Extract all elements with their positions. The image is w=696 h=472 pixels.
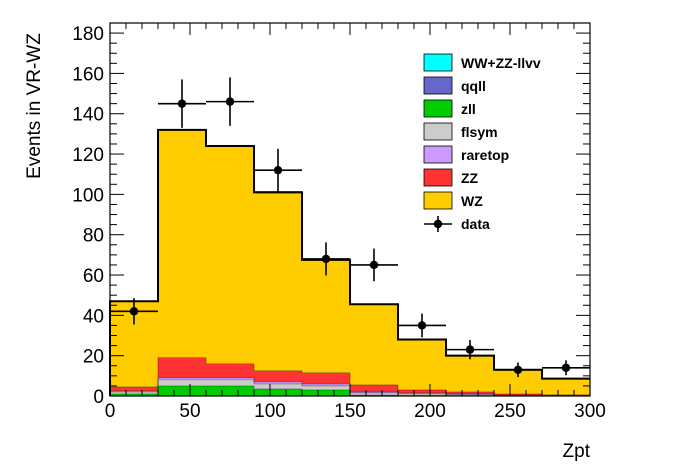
data-point-3 <box>273 165 283 175</box>
x-tick-label-4: 200 <box>414 401 446 422</box>
legend: WW+ZZ-llvv qqll zll flsym raretop ZZ WZ data <box>423 53 541 232</box>
bar-flsym-bin-1 <box>158 379 206 386</box>
bar-zz-bin-8 <box>494 393 542 395</box>
legend-label-raretop: raretop <box>461 147 509 163</box>
legend-label-wz: WZ <box>461 193 483 209</box>
bar-zz-bin-4 <box>302 372 350 384</box>
data-point-7 <box>465 345 475 354</box>
y-tick-label-9: 180 <box>72 24 104 45</box>
legend-label-flsym: flsym <box>461 124 498 140</box>
bar-flsym-bin-5 <box>350 392 398 395</box>
bar-raretop-bin-0 <box>110 390 158 392</box>
legend-marker-data <box>433 219 443 229</box>
data-point-0 <box>129 307 139 316</box>
bar-flsym-bin-2 <box>206 379 254 386</box>
bar-zz-bin-0 <box>110 386 158 391</box>
bar-wz-bin-2 <box>206 145 254 364</box>
bar-wz-bin-1 <box>158 129 206 358</box>
bar-wz-bin-5 <box>350 304 398 385</box>
data-point-5 <box>369 260 379 270</box>
bar-flsym-bin-6 <box>398 393 446 396</box>
bar-raretop-bin-6 <box>398 392 446 394</box>
legend-swatch-flsym <box>423 122 453 141</box>
bar-flsym-bin-3 <box>254 383 302 389</box>
bar-zz-bin-1 <box>158 357 206 378</box>
data-points-layer <box>110 77 590 378</box>
bar-raretop-bin-7 <box>446 393 494 395</box>
x-tick-label-0: 0 <box>105 401 116 422</box>
data-point-9 <box>561 363 571 372</box>
y-tick-label-8: 160 <box>72 64 104 85</box>
bar-zll-bin-1 <box>158 385 206 396</box>
legend-label-zll: zll <box>461 101 476 117</box>
total-mc-outline-line <box>109 128 590 396</box>
y-tick-label-4: 80 <box>83 226 104 247</box>
y-axis-title: Events in VR-WZ <box>24 33 45 179</box>
x-tick-label-5: 250 <box>494 401 526 422</box>
y-tick-label-6: 120 <box>72 145 104 166</box>
x-axis-title: Zpt <box>563 441 591 462</box>
bar-raretop-bin-4 <box>302 383 350 386</box>
legend-label-qqll: qqll <box>461 78 486 94</box>
data-point-6 <box>417 321 427 330</box>
legend-swatch-wz <box>423 191 453 210</box>
bar-flsym-bin-7 <box>446 394 494 396</box>
total-mc-outline <box>109 128 590 396</box>
bar-zz-bin-6 <box>398 389 446 393</box>
bar-raretop-bin-1 <box>158 377 206 380</box>
y-tick-label-5: 100 <box>72 185 104 206</box>
legend-swatch-ww-zz-llvv <box>423 53 453 72</box>
data-point-2 <box>225 97 235 106</box>
bar-flsym-bin-0 <box>110 391 158 394</box>
x-tick-label-1: 50 <box>179 401 200 422</box>
data-point-8 <box>513 365 523 374</box>
legend-label-data: data <box>461 216 490 232</box>
bar-zz-bin-9 <box>542 394 590 396</box>
y-tick-label-1: 20 <box>83 347 104 368</box>
legend-label-zz: ZZ <box>461 170 479 186</box>
axes: 0 50 100 150 200 250 300 0 20 40 60 80 100 120 140 160 1… <box>72 22 606 422</box>
bar-zz-bin-3 <box>254 370 302 382</box>
bar-wz-bin-3 <box>254 191 302 371</box>
bar-wz-bin-7 <box>446 355 494 392</box>
bar-wz-bin-9 <box>542 378 590 395</box>
bar-raretop-bin-2 <box>206 377 254 380</box>
bar-wz-bin-4 <box>302 259 350 373</box>
y-tick-label-7: 140 <box>72 105 104 126</box>
legend-label-ww-zz-llvv: WW+ZZ-llvv <box>461 55 541 71</box>
legend-swatch-zz <box>423 168 453 187</box>
stacked-histogram-layer <box>110 129 590 397</box>
bar-zll-bin-4 <box>302 389 350 396</box>
data-point-4 <box>321 254 331 264</box>
x-tick-label-2: 100 <box>254 401 286 422</box>
bar-wz-bin-6 <box>398 339 446 390</box>
bar-zll-bin-2 <box>206 385 254 396</box>
y-tick-label-0: 0 <box>93 387 104 408</box>
x-tick-label-3: 150 <box>334 401 366 422</box>
legend-swatch-zll <box>423 99 453 118</box>
bar-zz-bin-7 <box>446 391 494 394</box>
bar-zll-bin-0 <box>110 393 158 396</box>
x-tick-label-6: 300 <box>574 401 606 422</box>
y-tick-label-3: 60 <box>83 266 104 287</box>
y-tick-label-2: 40 <box>83 306 104 327</box>
legend-swatch-raretop <box>423 145 453 164</box>
data-point-1 <box>177 99 187 108</box>
bar-zz-bin-2 <box>206 363 254 378</box>
bar-raretop-bin-5 <box>350 391 398 393</box>
bar-zz-bin-5 <box>350 384 398 392</box>
bar-flsym-bin-4 <box>302 385 350 390</box>
legend-swatch-qqll <box>423 76 453 95</box>
bar-raretop-bin-3 <box>254 381 302 384</box>
bar-zll-bin-3 <box>254 388 302 396</box>
